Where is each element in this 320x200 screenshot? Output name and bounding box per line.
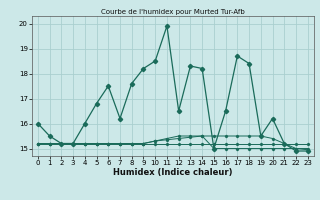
Text: Courbe de l'humidex pour Murted Tur-Afb: Courbe de l'humidex pour Murted Tur-Afb xyxy=(101,9,245,15)
X-axis label: Humidex (Indice chaleur): Humidex (Indice chaleur) xyxy=(113,168,233,177)
